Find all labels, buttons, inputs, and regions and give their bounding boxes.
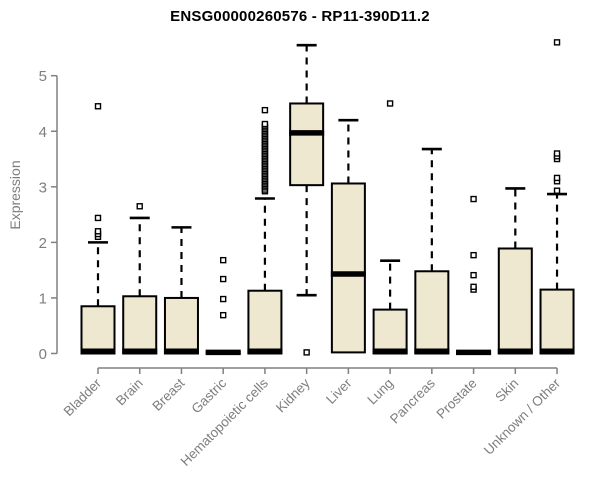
box-Pancreas xyxy=(414,270,450,355)
outlier-point xyxy=(219,275,227,283)
x-tick-label: Pancreas xyxy=(387,375,438,426)
box-Unknown / Other xyxy=(539,288,575,355)
y-tick-label: 3 xyxy=(39,179,47,196)
outlier-point xyxy=(553,150,561,157)
box-Bladder xyxy=(80,305,116,355)
y-tick-label: 1 xyxy=(39,290,47,307)
x-tick-label: Gastric xyxy=(188,375,229,416)
outlier-point xyxy=(136,203,143,210)
box-Breast xyxy=(163,296,199,355)
outlier-point xyxy=(470,283,477,291)
x-tick-label: Lung xyxy=(364,376,396,408)
box-Liver xyxy=(330,182,366,354)
outlier-point xyxy=(553,174,561,182)
outlier-point xyxy=(261,106,269,114)
outlier-point xyxy=(219,256,227,264)
x-tick-label: Bladder xyxy=(61,375,105,419)
outlier-point xyxy=(94,214,102,222)
box-Hematopoietic cells xyxy=(247,289,283,355)
outlier-point xyxy=(386,100,394,107)
x-tick-label: Prostate xyxy=(434,376,480,422)
box-Lung xyxy=(372,308,408,355)
x-tick-label: Skin xyxy=(492,376,521,405)
outlier-point xyxy=(553,39,561,46)
y-tick-label: 5 xyxy=(39,68,47,85)
outlier-point xyxy=(219,311,227,319)
outlier-point xyxy=(470,271,477,279)
y-tick-label: 4 xyxy=(39,124,47,141)
outlier-point xyxy=(470,195,477,203)
outlier-point xyxy=(470,251,477,259)
outlier-point xyxy=(94,103,102,110)
box-Kidney xyxy=(289,102,325,187)
x-tick-label: Liver xyxy=(323,375,355,407)
x-tick-label: Kidney xyxy=(273,375,313,415)
x-tick-label: Unknown / Other xyxy=(481,375,564,458)
box-Skin xyxy=(497,247,533,355)
outlier-point xyxy=(94,228,102,235)
chart-title: ENSG00000260576 - RP11-390D11.2 xyxy=(170,8,430,25)
outlier-point xyxy=(261,120,269,128)
outlier-point xyxy=(219,295,227,303)
y-tick-label: 2 xyxy=(39,235,47,252)
outlier-point xyxy=(303,349,310,356)
x-tick-label: Breast xyxy=(149,375,187,413)
box-Brain xyxy=(122,295,158,355)
y-tick-label: 0 xyxy=(39,346,47,363)
outlier-point xyxy=(553,187,561,194)
y-axis-title: Expression xyxy=(7,160,23,230)
x-tick-label: Brain xyxy=(113,376,146,409)
